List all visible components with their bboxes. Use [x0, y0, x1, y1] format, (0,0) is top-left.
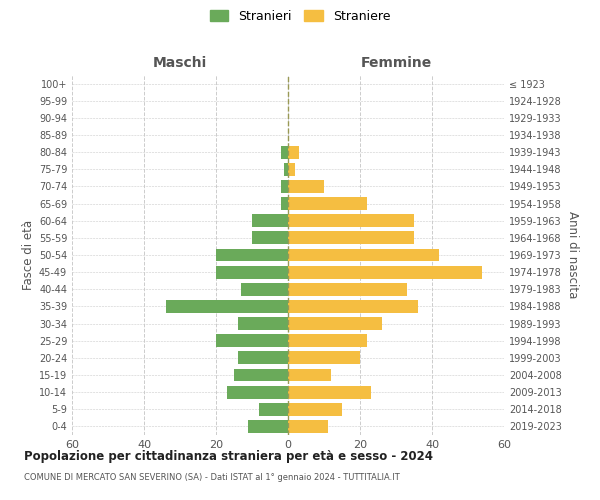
Bar — [252, 214, 288, 227]
Bar — [259, 403, 288, 415]
Y-axis label: Anni di nascita: Anni di nascita — [566, 212, 579, 298]
Bar — [238, 317, 288, 330]
Bar — [248, 420, 288, 433]
Bar — [288, 248, 439, 262]
Text: Femmine: Femmine — [361, 56, 431, 70]
Bar — [288, 386, 371, 398]
Bar — [288, 163, 295, 175]
Bar — [288, 214, 414, 227]
Bar — [281, 180, 288, 193]
Bar — [288, 232, 414, 244]
Bar — [281, 197, 288, 210]
Text: Popolazione per cittadinanza straniera per età e sesso - 2024: Popolazione per cittadinanza straniera p… — [24, 450, 433, 463]
Bar — [241, 283, 288, 296]
Bar — [288, 420, 328, 433]
Bar — [234, 368, 288, 382]
Bar — [288, 180, 324, 193]
Bar — [288, 300, 418, 313]
Bar — [288, 352, 360, 364]
Bar — [252, 232, 288, 244]
Bar — [288, 283, 407, 296]
Bar — [238, 352, 288, 364]
Y-axis label: Fasce di età: Fasce di età — [22, 220, 35, 290]
Bar — [288, 197, 367, 210]
Bar — [288, 334, 367, 347]
Bar — [288, 403, 342, 415]
Bar — [281, 146, 288, 158]
Bar — [288, 317, 382, 330]
Bar — [288, 266, 482, 278]
Bar — [166, 300, 288, 313]
Bar — [288, 146, 299, 158]
Bar — [288, 368, 331, 382]
Bar — [216, 334, 288, 347]
Text: Maschi: Maschi — [153, 56, 207, 70]
Text: COMUNE DI MERCATO SAN SEVERINO (SA) - Dati ISTAT al 1° gennaio 2024 - TUTTITALIA: COMUNE DI MERCATO SAN SEVERINO (SA) - Da… — [24, 472, 400, 482]
Bar — [216, 266, 288, 278]
Legend: Stranieri, Straniere: Stranieri, Straniere — [206, 6, 394, 26]
Bar — [227, 386, 288, 398]
Bar — [284, 163, 288, 175]
Bar — [216, 248, 288, 262]
